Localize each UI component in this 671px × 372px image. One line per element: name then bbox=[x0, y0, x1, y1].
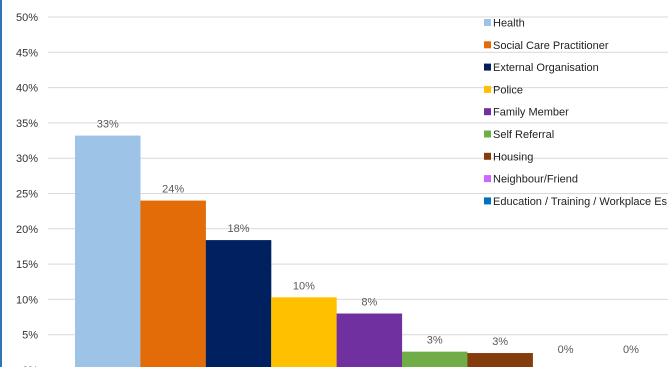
legend-label: Self Referral bbox=[493, 129, 554, 141]
data-label: 0% bbox=[558, 344, 574, 356]
y-tick-label: 20% bbox=[16, 224, 38, 236]
legend-label: Neighbour/Friend bbox=[493, 174, 578, 186]
data-label: 10% bbox=[293, 280, 315, 292]
legend-label: Education / Training / Workplace Es bbox=[493, 196, 668, 208]
legend-label: Health bbox=[493, 18, 525, 30]
data-label: 3% bbox=[492, 336, 508, 348]
bars bbox=[75, 135, 664, 370]
legend: Health Social Care Practitioner External O… bbox=[484, 18, 668, 208]
legend-swatch bbox=[484, 41, 491, 49]
bar-5 bbox=[336, 313, 403, 370]
y-tick-label: 15% bbox=[16, 259, 38, 271]
legend-label: Police bbox=[493, 84, 523, 96]
y-tick-label: 10% bbox=[16, 294, 38, 306]
legend-swatch bbox=[484, 19, 491, 26]
legend-swatch bbox=[484, 130, 491, 138]
legend-swatch bbox=[484, 175, 491, 183]
data-label: 0% bbox=[623, 344, 639, 356]
legend-swatch bbox=[484, 63, 491, 71]
y-tick-label: 40% bbox=[16, 83, 38, 95]
bar-7 bbox=[467, 353, 533, 370]
data-label: 8% bbox=[361, 297, 377, 309]
legend-swatch bbox=[484, 197, 491, 205]
y-tick-label: 30% bbox=[16, 153, 38, 165]
y-tick-label: 25% bbox=[16, 189, 38, 201]
y-tick-label: 45% bbox=[16, 47, 38, 59]
y-tick-label: 5% bbox=[22, 330, 38, 342]
data-label: 3% bbox=[427, 335, 443, 347]
legend-swatch bbox=[484, 108, 491, 116]
legend-label: External Organisation bbox=[493, 62, 599, 74]
bar-1 bbox=[75, 135, 141, 370]
legend-swatch bbox=[484, 152, 491, 160]
y-tick-label: 50% bbox=[16, 12, 38, 24]
data-label: 24% bbox=[162, 184, 184, 196]
bar-4 bbox=[271, 297, 337, 370]
y-tick-label: 35% bbox=[16, 118, 38, 130]
data-labels: 33% 24% 18% 10% 8% 3% 3% 0% 0% bbox=[97, 119, 639, 356]
legend-label: Social Care Practitioner bbox=[493, 40, 609, 52]
legend-swatch bbox=[484, 85, 491, 93]
bar-3 bbox=[205, 240, 272, 370]
legend-label: Family Member bbox=[493, 107, 569, 119]
legend-label: Housing bbox=[493, 151, 533, 163]
data-label: 18% bbox=[228, 223, 250, 235]
bar-6 bbox=[402, 351, 468, 370]
y-axis-tick-labels: 0%5%10%15%20%25%30%35%40%45%50% bbox=[16, 12, 38, 372]
bar-2 bbox=[140, 200, 206, 370]
data-label: 33% bbox=[97, 119, 119, 131]
